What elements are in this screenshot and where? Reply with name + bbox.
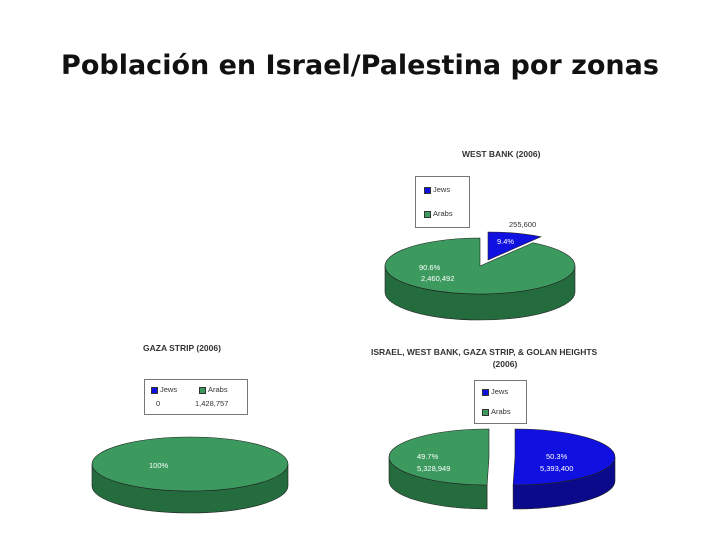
israel-total-title: ISRAEL, WEST BANK, GAZA STRIP, & GOLAN H…: [371, 347, 598, 357]
pie-slice-jews: [487, 231, 542, 261]
israel-total-pie: [388, 428, 616, 510]
legend-label-arabs: Arabs: [491, 407, 511, 416]
west-bank-pie: [384, 231, 576, 321]
west-bank-legend: Jews Arabs: [415, 176, 470, 228]
israel-arabs-pct-label: 49.7%: [417, 452, 439, 461]
pie-slice-arabs: [388, 428, 490, 486]
legend-label-arabs: Arabs: [208, 385, 228, 394]
west-bank-title: WEST BANK (2006): [462, 149, 541, 159]
israel-jews-pct-label: 50.3%: [546, 452, 568, 461]
israel-jews-value-label: 5,393,400: [540, 464, 574, 473]
israel-total-legend: Jews Arabs: [474, 380, 527, 424]
legend-label-jews: Jews: [433, 185, 451, 194]
slide-title: Población en Israel/Palestina por zonas: [61, 50, 659, 81]
west-bank-arabs-pct-label: 90.6%: [419, 263, 441, 272]
west-bank-chart: WEST BANK (2006) Jews Arabs 255,600 9.4%…: [375, 140, 595, 330]
gaza-strip-title: GAZA STRIP (2006): [143, 343, 221, 353]
legend-label-arabs: Arabs: [433, 209, 453, 218]
legend-swatch-arabs: [482, 409, 489, 416]
legend-label-jews: Jews: [491, 387, 509, 396]
pie-slice-jews: [512, 428, 616, 486]
gaza-strip-pie: [91, 436, 289, 514]
gaza-strip-legend: Jews Arabs 0 1,428,757: [144, 379, 248, 415]
west-bank-jews-pct-label: 9.4%: [497, 237, 515, 246]
legend-swatch-arabs: [424, 211, 431, 218]
legend-value-jews: 0: [156, 399, 161, 408]
legend-label-jews: Jews: [160, 385, 178, 394]
gaza-arabs-pct-label: 100%: [149, 461, 169, 470]
west-bank-jews-value-label: 255,600: [509, 220, 537, 229]
israel-arabs-value-label: 5,328,949: [417, 464, 451, 473]
pie-slice-arabs: [384, 237, 576, 295]
israel-total-subtitle: (2006): [492, 359, 518, 369]
legend-swatch-jews: [482, 389, 489, 396]
legend-swatch-jews: [151, 387, 158, 394]
pie-slice-arabs: [91, 436, 289, 492]
legend-swatch-arabs: [199, 387, 206, 394]
gaza-strip-chart: GAZA STRIP (2006) Jews Arabs 0 1,428,757…: [85, 335, 295, 514]
legend-value-arabs: 1,428,757: [195, 399, 229, 408]
legend-swatch-jews: [424, 187, 431, 194]
israel-total-chart: ISRAEL, WEST BANK, GAZA STRIP, & GOLAN H…: [365, 340, 645, 510]
west-bank-arabs-value-label: 2,460,492: [421, 274, 455, 283]
